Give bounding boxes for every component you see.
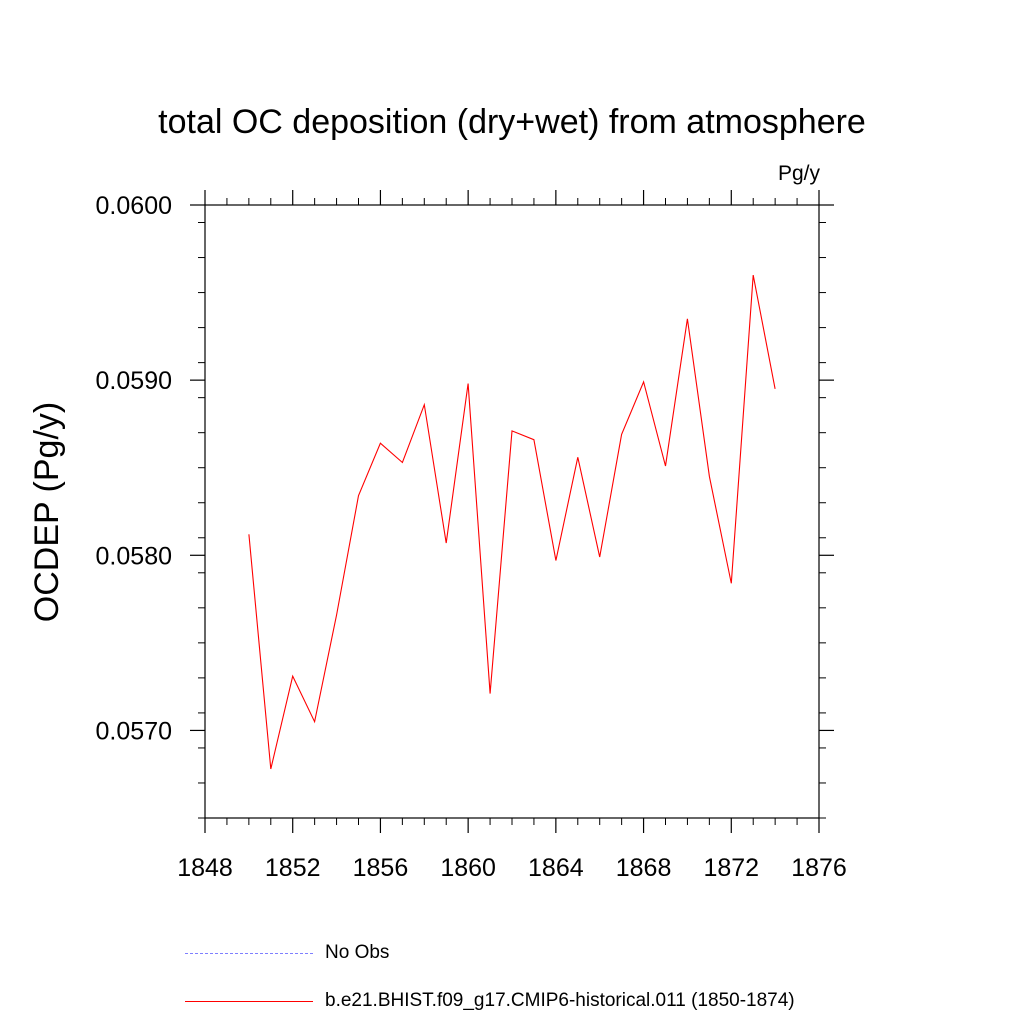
axis-ticks [190, 190, 834, 833]
units-label: Pg/y [778, 162, 821, 185]
x-tick-label: 1876 [791, 854, 847, 882]
legend-label: No Obs [325, 942, 390, 963]
y-tick-label: 0.0580 [96, 542, 172, 570]
legend-swatch-solid [185, 1000, 313, 1002]
x-tick-label: 1864 [528, 854, 584, 882]
tick-labels: 1848 1852 1856 1860 1864 1868 1872 1876 0.0570 0.… [96, 192, 847, 882]
y-tick-label: 0.0590 [96, 367, 172, 395]
y-tick-label: 0.0570 [96, 717, 172, 745]
plot-frame [204, 204, 820, 819]
legend-swatch-dashed [185, 952, 313, 954]
legend-item-model: b.e21.BHIST.f09_g17.CMIP6-historical.011… [185, 990, 795, 1011]
legend-item-no-obs: No Obs [185, 942, 390, 963]
y-tick-label: 0.0600 [96, 192, 172, 220]
x-tick-label: 1860 [440, 854, 496, 882]
x-tick-label: 1856 [353, 854, 409, 882]
series-line [248, 274, 776, 770]
chart-title: total OC deposition (dry+wet) from atmos… [158, 103, 866, 141]
series-layer [248, 274, 776, 770]
x-tick-label: 1852 [265, 854, 321, 882]
x-tick-label: 1872 [703, 854, 759, 882]
y-axis-label: OCDEP (Pg/y) [28, 402, 66, 622]
x-tick-label: 1848 [177, 854, 233, 882]
x-tick-label: 1868 [616, 854, 672, 882]
legend-label: b.e21.BHIST.f09_g17.CMIP6-historical.011… [325, 990, 795, 1011]
